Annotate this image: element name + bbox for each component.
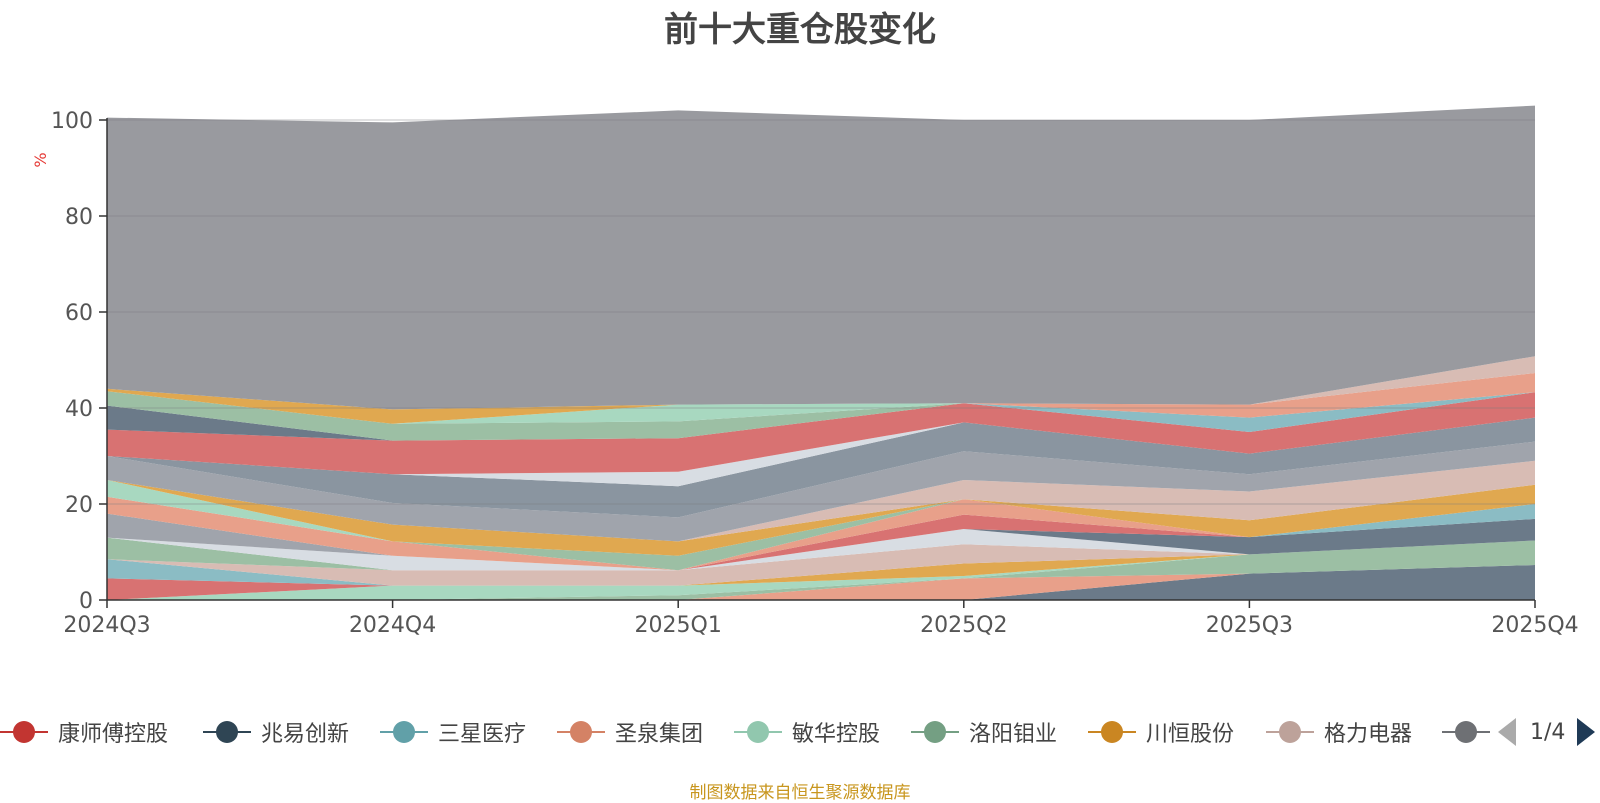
legend-label: 格力电器 [1324, 722, 1413, 747]
y-tick-label-2: 40 [65, 397, 93, 422]
legend-label: 敏华控股 [792, 722, 881, 747]
area-band-1 [107, 565, 1535, 600]
legend-pager[interactable]: 1/4 [1498, 712, 1596, 752]
pager-next-arrow-icon[interactable] [1577, 718, 1596, 746]
area-band-26 [107, 391, 1535, 432]
legend-label: 圣泉集团 [615, 722, 704, 747]
legend-item-4[interactable]: 敏华控股 [734, 712, 880, 752]
y-tick-label-1: 20 [65, 493, 93, 518]
x-tick-label-3: 2025Q2 [920, 613, 1007, 638]
y-axis-unit-label: % [31, 152, 50, 167]
area-band-20 [107, 417, 1535, 518]
legend-item-2[interactable]: 三星医疗 [380, 712, 526, 752]
legend-marker-icon [203, 720, 251, 744]
source-note: 制图数据来自恒生聚源数据库 [689, 783, 911, 803]
area-band-13 [107, 496, 1535, 571]
legend-marker-icon [734, 720, 782, 744]
legend-item-1[interactable]: 兆易创新 [203, 712, 349, 752]
legend-item-0[interactable]: 康师傅控股 [0, 712, 168, 752]
area-band-27 [107, 373, 1535, 424]
pager-prev-arrow-icon[interactable] [1498, 718, 1516, 746]
area-band-21 [107, 417, 1535, 487]
area-band-7 [107, 540, 1535, 586]
x-tick-label-2: 2025Q1 [635, 613, 722, 638]
area-band-19 [107, 441, 1535, 542]
legend-marker-icon [0, 720, 48, 744]
area-band-10 [107, 518, 1535, 571]
grid-lines [107, 119, 1535, 505]
legend-label: 兆易创新 [261, 722, 350, 747]
x-tick-label-4: 2025Q3 [1206, 613, 1293, 638]
legend-item-3[interactable]: 圣泉集团 [557, 712, 703, 752]
legend-item-5[interactable]: 洛阳钼业 [911, 712, 1057, 752]
legend-item-6[interactable]: 川恒股份 [1088, 712, 1234, 752]
area-band-2 [107, 540, 1535, 600]
area-series [107, 105, 1535, 600]
legend-label: 三星医疗 [438, 722, 527, 747]
legend-marker-icon [1266, 720, 1314, 744]
area-band-25 [107, 391, 1535, 432]
area-band-22 [107, 392, 1535, 475]
area-band-3 [107, 540, 1535, 600]
y-tick-label-0: 0 [79, 589, 93, 614]
area-band-30 [107, 105, 1535, 410]
legend-item-8[interactable] [1442, 712, 1490, 752]
legend-marker-icon [1088, 720, 1136, 744]
legend: 康师傅控股 兆易创新 三星医疗 圣泉集团 敏华控股 洛阳钼业 川恒股份 格力电器 [0, 712, 1600, 752]
x-tick-label-1: 2024Q4 [349, 613, 436, 638]
area-band-24 [107, 391, 1535, 441]
legend-marker-icon [911, 720, 959, 744]
legend-label: 川恒股份 [1146, 722, 1235, 747]
legend-label: 康师傅控股 [58, 722, 169, 747]
area-band-0 [107, 565, 1535, 600]
pager-page-indicator: 1/4 [1530, 719, 1566, 745]
y-tick-label-5: 100 [51, 109, 93, 134]
x-tick-label-0: 2024Q3 [63, 613, 150, 638]
area-band-6 [107, 540, 1535, 586]
axes: 0 20 40 60 80 100 2024Q3 2024Q4 2025Q1 2025Q2 2025… [51, 109, 1579, 638]
y-tick-label-4: 80 [65, 205, 93, 230]
area-band-28 [107, 373, 1535, 424]
area-band-18 [107, 460, 1535, 542]
stacked-area-chart: % 0 20 40 60 80 100 2024Q3 2024Q4 2025Q1 2025Q2 20… [31, 105, 1579, 638]
legend-label: 洛阳钼业 [969, 722, 1058, 747]
x-tick-label-5: 2025Q4 [1491, 613, 1578, 638]
area-band-9 [107, 529, 1535, 571]
legend-item-7[interactable]: 格力电器 [1266, 712, 1412, 752]
chart-title: 前十大重仓股变化 [664, 10, 936, 50]
legend-marker-icon [380, 720, 428, 744]
y-tick-label-3: 60 [65, 301, 93, 326]
legend-marker-icon [1442, 720, 1490, 744]
area-band-17 [107, 480, 1535, 556]
legend-marker-icon [557, 720, 605, 744]
area-band-14 [107, 496, 1535, 571]
